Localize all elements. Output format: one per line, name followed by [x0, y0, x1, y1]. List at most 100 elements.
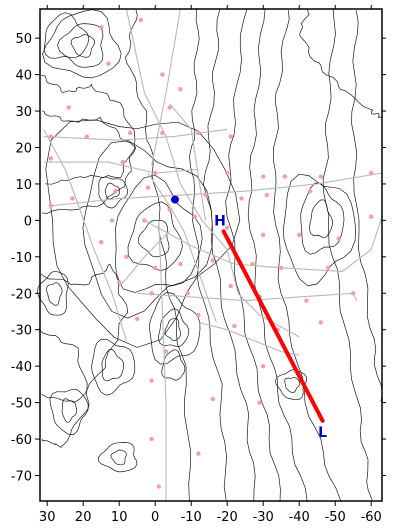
contour-ring [82, 140, 213, 319]
station-dot [261, 232, 266, 238]
station-dot [48, 203, 53, 208]
station-dot [228, 134, 233, 139]
station-dot [163, 349, 169, 354]
y-tick-label: 0 [24, 214, 32, 229]
station-dot [196, 451, 201, 456]
contour-ring [284, 377, 301, 394]
contour-ring [57, 23, 104, 68]
station-dot [232, 323, 237, 329]
contour-ring [101, 349, 125, 382]
station-dot [167, 105, 172, 110]
contour-line [125, 9, 192, 503]
high-marker: H [214, 213, 226, 229]
x-tick-label: 30 [39, 510, 56, 525]
station-dot [351, 291, 356, 296]
contour-ring [300, 182, 345, 255]
station-dot [66, 105, 72, 110]
contour-ring [61, 398, 77, 423]
station-dot [109, 218, 115, 223]
station-dot [167, 207, 172, 212]
y-tick-label: -40 [11, 360, 32, 375]
station-dot [336, 236, 341, 241]
station-dot [304, 298, 309, 303]
x-tick-label: -20 [217, 510, 238, 525]
contour-ring [283, 173, 356, 287]
contour-line [42, 110, 137, 214]
station-dot [239, 196, 244, 201]
grid-line [43, 161, 199, 174]
station-dot [297, 232, 302, 238]
station-dot [135, 316, 140, 321]
station-dot [210, 396, 215, 402]
contour-line [351, 10, 383, 402]
x-tick-label: -10 [181, 510, 202, 525]
contour-line [40, 263, 129, 404]
station-dot [279, 265, 284, 270]
contour-line [322, 9, 373, 501]
contour-ring [45, 119, 241, 348]
x-tick-label: 10 [111, 510, 128, 525]
grid-line [158, 220, 167, 501]
grid-line [43, 129, 127, 341]
contour-line [247, 9, 308, 503]
contour-ring [43, 12, 90, 59]
station-dot [142, 218, 147, 223]
contour-ring [158, 308, 190, 347]
point-marker [171, 195, 179, 204]
grid-line [151, 8, 181, 166]
x-tick-label: 0 [151, 510, 159, 525]
station-dot [210, 258, 215, 263]
station-dot [178, 261, 183, 267]
station-dot [203, 192, 208, 198]
station-dot [185, 291, 190, 296]
station-dot [127, 130, 133, 136]
station-dot [261, 364, 266, 369]
station-dot [261, 174, 266, 179]
station-dot [124, 254, 129, 259]
station-dot [178, 87, 183, 92]
station-dot [257, 400, 262, 405]
station-dot [153, 170, 158, 176]
track-line [221, 229, 325, 423]
contour-ring [149, 291, 201, 365]
station-dot [196, 130, 201, 136]
station-dot [318, 174, 323, 179]
grid-line [198, 321, 300, 356]
contour-line [203, 7, 256, 501]
contour-line [38, 328, 90, 448]
plot-area [40, 9, 382, 501]
x-tick-label: -50 [325, 510, 346, 525]
station-dot [117, 280, 122, 285]
x-tick-label: -40 [289, 510, 310, 525]
y-tick-label: -70 [11, 469, 32, 484]
station-dot [325, 265, 331, 270]
y-tick-label: 50 [15, 32, 32, 47]
station-dot [369, 214, 374, 219]
station-dot [369, 170, 374, 176]
x-tick-label: -30 [253, 510, 274, 525]
grid-line [125, 8, 300, 338]
contour-ring [91, 338, 136, 396]
y-tick-label: 20 [15, 141, 32, 156]
analysis-overlay: H L [171, 195, 327, 441]
station-dot [99, 240, 104, 245]
station-dot [318, 320, 323, 325]
contour-ring [70, 34, 95, 58]
x-tick-label: -60 [361, 510, 382, 525]
y-tick-label: 30 [15, 105, 32, 120]
contour-ring [274, 369, 307, 401]
y-tick-label: 10 [15, 178, 32, 193]
station-dot [307, 189, 313, 194]
station-dot [48, 156, 53, 161]
low-marker: L [318, 425, 327, 441]
y-tick-label: -60 [11, 433, 32, 448]
contour-ring [110, 449, 127, 466]
contour-ring [98, 442, 138, 473]
contour-ring [49, 388, 89, 435]
station-dot [70, 196, 75, 201]
station-dot [120, 159, 126, 165]
station-dot [192, 214, 197, 219]
station-dot [160, 72, 165, 77]
map-frame [39, 8, 383, 502]
